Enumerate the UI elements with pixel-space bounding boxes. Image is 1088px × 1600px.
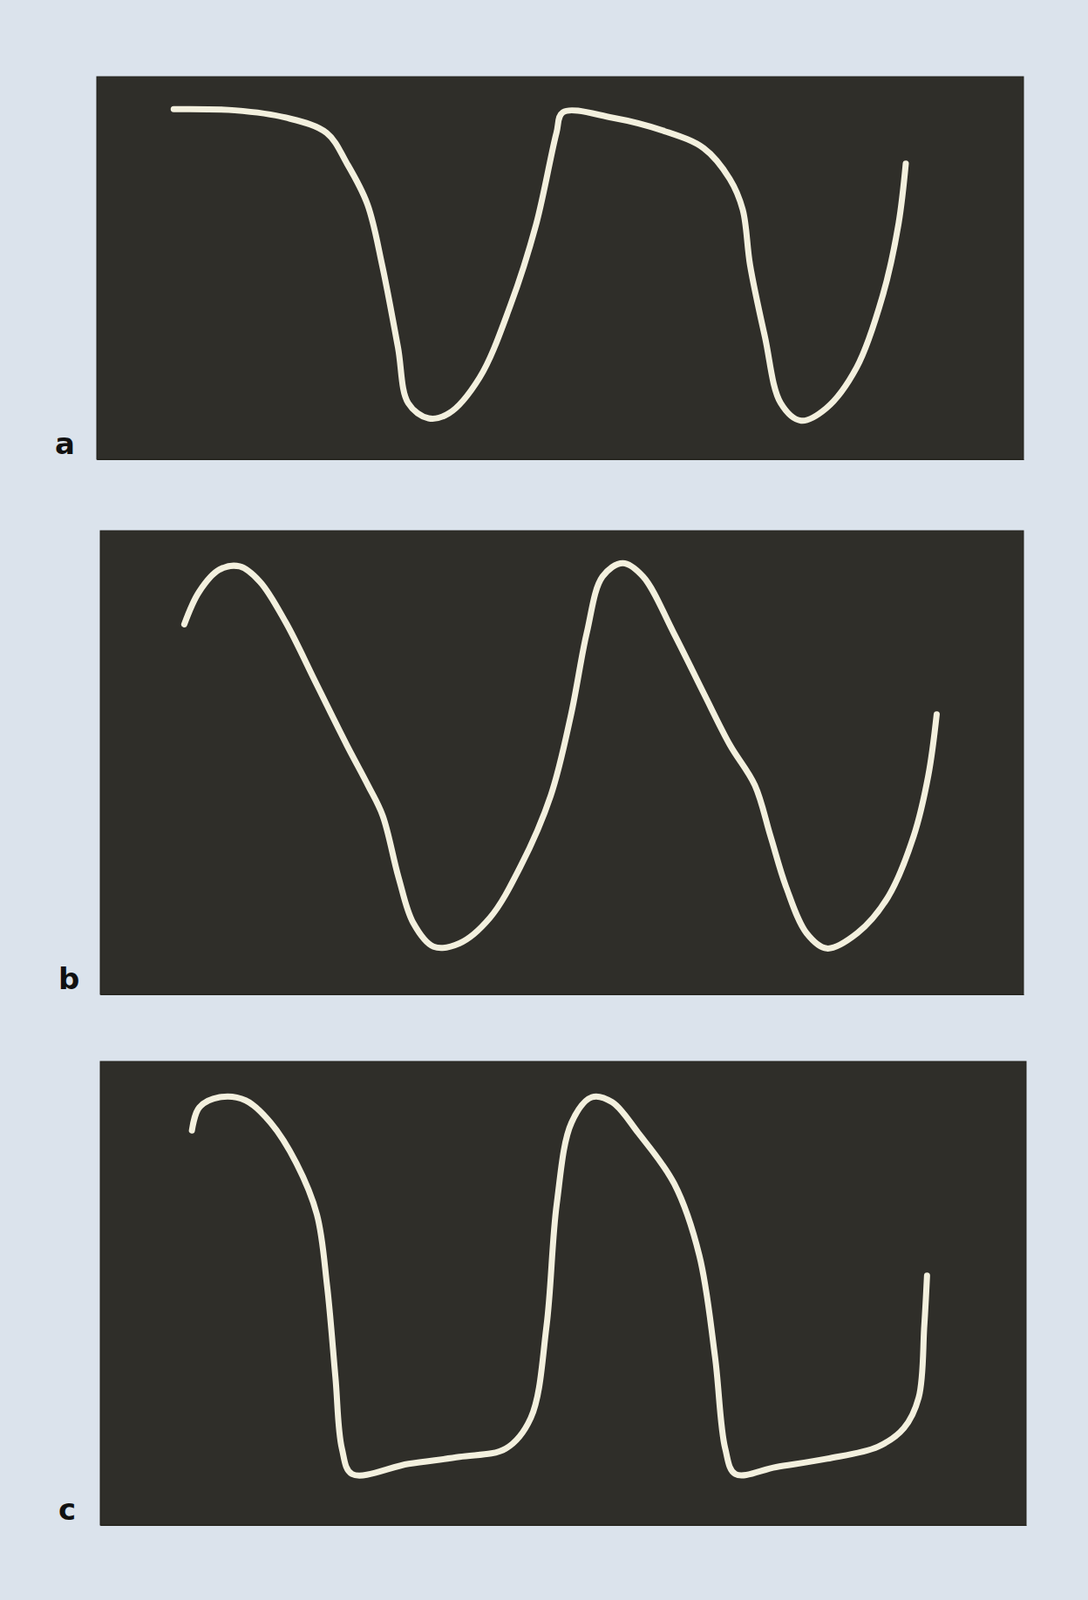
plot-frame: [96, 76, 1024, 460]
y-axis-line: [100, 1062, 102, 1527]
page: a b c: [0, 0, 1088, 1600]
panel-letter: c: [58, 1492, 76, 1528]
y-axis-line: [96, 77, 98, 461]
y-axis: [100, 531, 102, 996]
marks: [183, 563, 937, 949]
x-axis-line: [101, 1525, 1027, 1527]
trace: [173, 108, 906, 422]
x-axis: [101, 994, 1025, 996]
panel: [96, 76, 1025, 461]
y-axis: [96, 77, 98, 461]
x-axis-line: [97, 459, 1025, 461]
panel-letter: b: [58, 961, 80, 997]
panel: [100, 530, 1025, 996]
x-axis: [97, 459, 1025, 461]
y-axis: [100, 1062, 102, 1527]
marks: [173, 108, 906, 422]
trace: [191, 1096, 927, 1476]
panel-letter: a: [54, 426, 75, 462]
x-axis-line: [101, 994, 1025, 996]
panel: [100, 1061, 1027, 1527]
plot-frame: [100, 530, 1024, 995]
x-axis: [101, 1525, 1027, 1527]
y-axis-line: [100, 531, 102, 996]
plot-frame: [100, 1061, 1027, 1526]
marks: [191, 1096, 927, 1476]
trace: [183, 563, 937, 949]
